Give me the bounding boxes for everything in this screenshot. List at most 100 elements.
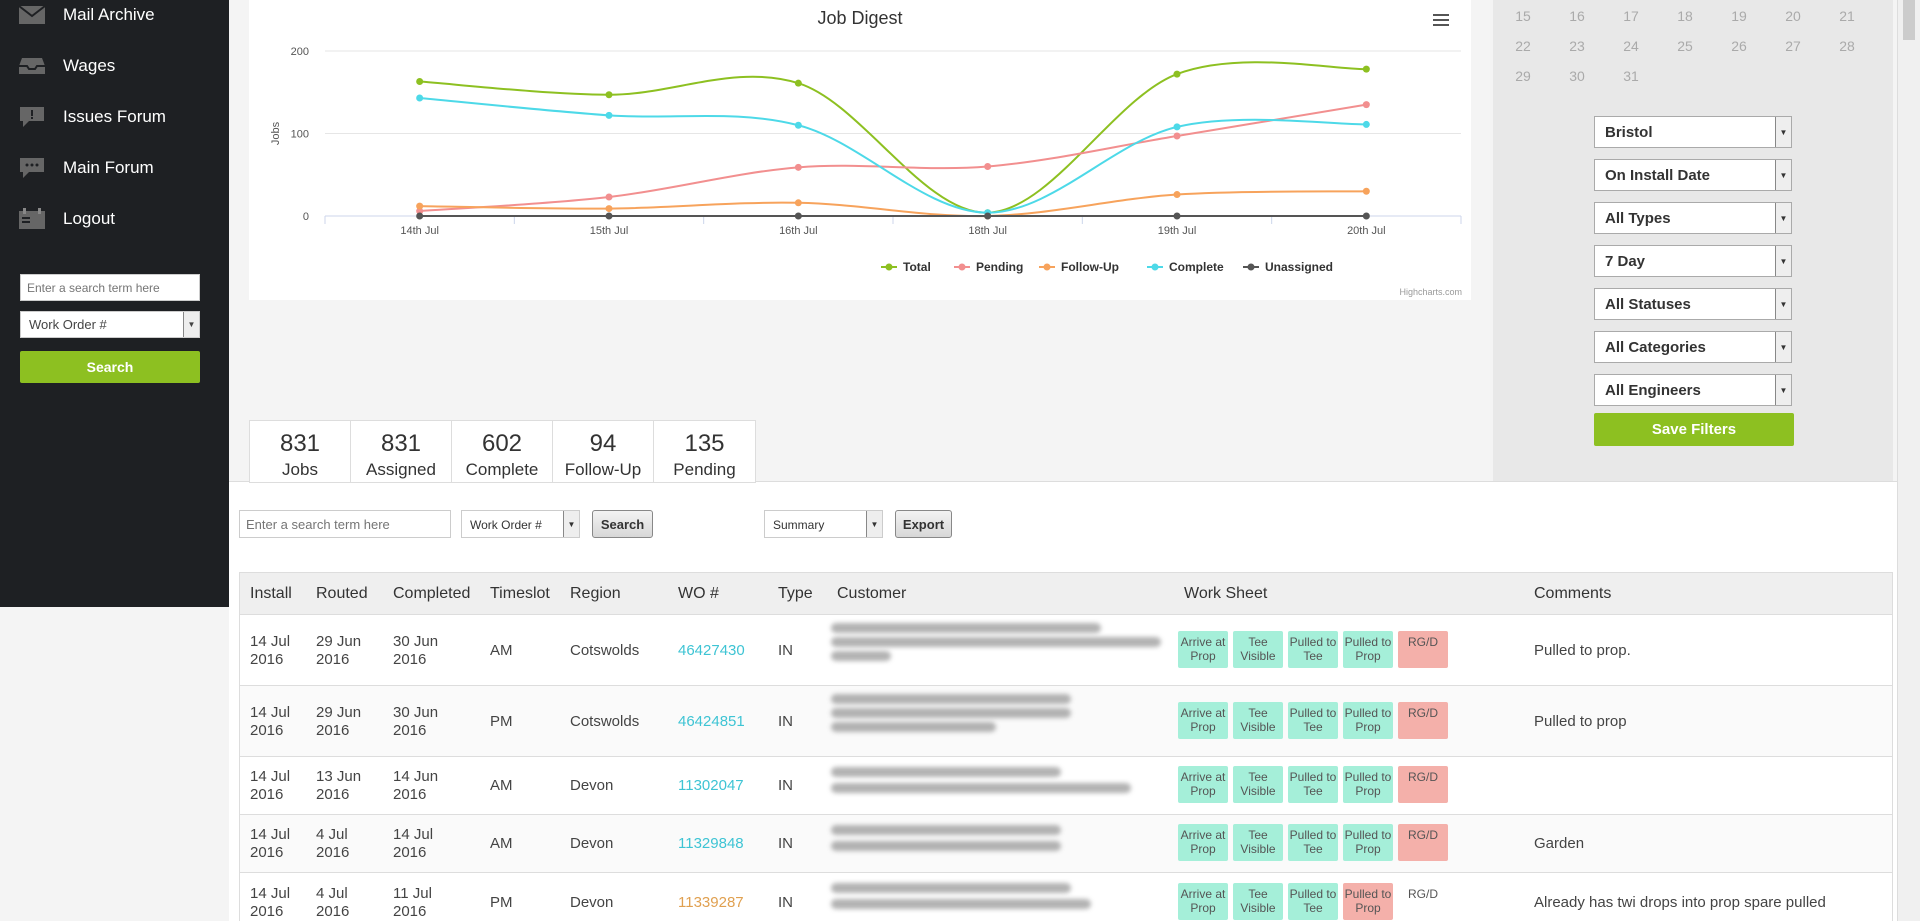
chevron-down-icon: ▼	[1775, 117, 1791, 147]
stat-follow-up[interactable]: 94 Follow-Up	[553, 421, 654, 482]
sidebar-item-mail-archive[interactable]: Mail Archive	[0, 0, 229, 35]
calendar-day[interactable]: 29	[1515, 68, 1531, 84]
view-select[interactable]: Summary ▼	[764, 510, 883, 538]
table-row[interactable]: 14 Jul 2016 13 Jun 2016 14 Jun 2016 AM Devon…	[240, 757, 1892, 815]
table-row[interactable]: 14 Jul 2016 4 Jul 2016 11 Jul 2016 PM Devon 1…	[240, 873, 1892, 921]
work-sheet-chip[interactable]: Pulled to Tee	[1288, 701, 1338, 739]
type-cell: IN	[778, 712, 793, 730]
calendar-day[interactable]: 17	[1623, 8, 1639, 24]
stat-pending[interactable]: 135 Pending	[654, 421, 755, 482]
table-field-select[interactable]: Work Order # ▼	[461, 510, 580, 538]
wo-link[interactable]: 11329848	[678, 835, 744, 852]
calendar-day[interactable]: 22	[1515, 38, 1531, 54]
calendar-day[interactable]: 31	[1623, 68, 1639, 84]
filter-select[interactable]: Bristol ▼	[1594, 116, 1792, 148]
export-button[interactable]: Export	[895, 510, 952, 538]
work-sheet-chip[interactable]: Arrive at Prop	[1178, 701, 1228, 739]
save-filters-button[interactable]: Save Filters	[1594, 413, 1794, 446]
work-sheet-chip[interactable]: Pulled to Prop	[1343, 824, 1393, 861]
wo-link[interactable]: 11339287	[678, 894, 744, 911]
work-sheet-chip[interactable]: Tee Visible	[1233, 766, 1283, 803]
customer-redacted	[831, 651, 891, 661]
calendar-day[interactable]: 24	[1623, 38, 1639, 54]
scrollbar-thumb[interactable]	[1903, 0, 1915, 40]
calendar-day[interactable]: 26	[1731, 38, 1747, 54]
wo-link[interactable]: 46424851	[678, 712, 745, 730]
filter-select-value: All Types	[1605, 210, 1671, 227]
sidebar-search-input[interactable]	[20, 274, 200, 301]
work-sheet-chip[interactable]: RG/D	[1398, 883, 1448, 920]
filter-select[interactable]: All Engineers ▼	[1594, 374, 1792, 406]
calendar-day[interactable]: 27	[1785, 38, 1801, 54]
calendar-day[interactable]: 18	[1677, 8, 1693, 24]
calendar-day[interactable]: 15	[1515, 8, 1531, 24]
calendar-day[interactable]: 16	[1569, 8, 1585, 24]
stat-jobs[interactable]: 831 Jobs	[250, 421, 351, 482]
calendar-day[interactable]: 25	[1677, 38, 1693, 54]
calendar-day[interactable]: 30	[1569, 68, 1585, 84]
work-sheet-chip[interactable]: Pulled to Tee	[1288, 766, 1338, 803]
column-header-type[interactable]: Type	[778, 585, 813, 602]
work-sheet-chip[interactable]: Pulled to Prop	[1343, 766, 1393, 803]
sidebar-item-wages[interactable]: Wages	[0, 46, 229, 86]
work-sheet-chip[interactable]: Arrive at Prop	[1178, 883, 1228, 920]
filter-select[interactable]: 7 Day ▼	[1594, 245, 1792, 277]
data-point	[794, 199, 802, 207]
work-sheet-chip[interactable]: Pulled to Prop	[1343, 630, 1393, 668]
column-header-install[interactable]: Install	[250, 585, 292, 602]
work-sheet-chip[interactable]: RG/D	[1398, 766, 1448, 803]
column-header-comments[interactable]: Comments	[1534, 585, 1612, 602]
calendar-day[interactable]: 23	[1569, 38, 1585, 54]
work-sheet-chip[interactable]: Tee Visible	[1233, 630, 1283, 668]
stat-complete[interactable]: 602 Complete	[452, 421, 553, 482]
table-search-input[interactable]	[239, 510, 451, 538]
work-sheet-chip[interactable]: Arrive at Prop	[1178, 766, 1228, 803]
table-row[interactable]: 14 Jul 2016 29 Jun 2016 30 Jun 2016 AM Cotsw…	[240, 615, 1892, 686]
filter-select[interactable]: All Categories ▼	[1594, 331, 1792, 363]
column-header-routed[interactable]: Routed	[316, 585, 368, 602]
column-header-region[interactable]: Region	[570, 585, 621, 602]
wo-link[interactable]: 11302047	[678, 777, 744, 794]
sidebar-item-issues-forum[interactable]: Issues Forum	[0, 97, 229, 137]
sidebar-item-logout[interactable]: Logout	[0, 199, 229, 239]
wo-link[interactable]: 46427430	[678, 641, 745, 659]
page-scrollbar[interactable]	[1897, 0, 1920, 921]
work-sheet-chip[interactable]: Pulled to Prop	[1343, 701, 1393, 739]
filter-select[interactable]: All Types ▼	[1594, 202, 1792, 234]
legend-marker	[885, 263, 893, 271]
calendar-day[interactable]: 19	[1731, 8, 1747, 24]
column-header-wo[interactable]: WO #	[678, 585, 719, 602]
work-sheet-chip[interactable]: Tee Visible	[1233, 824, 1283, 861]
sidebar-search-button[interactable]: Search	[20, 351, 200, 383]
filter-select[interactable]: All Statuses ▼	[1594, 288, 1792, 320]
calendar-day[interactable]: 28	[1839, 38, 1855, 54]
filter-select[interactable]: On Install Date ▼	[1594, 159, 1792, 191]
work-sheet-chip[interactable]: Pulled to Tee	[1288, 883, 1338, 920]
table-row[interactable]: 14 Jul 2016 4 Jul 2016 14 Jul 2016 AM Devon 1…	[240, 815, 1892, 873]
calendar-day[interactable]: 20	[1785, 8, 1801, 24]
type-cell: IN	[778, 641, 793, 659]
work-sheet-chip[interactable]: Pulled to Prop	[1343, 883, 1393, 920]
work-sheet-chip[interactable]: Pulled to Tee	[1288, 824, 1338, 861]
stat-value: 831	[279, 430, 321, 457]
series-line-total	[419, 61, 1367, 214]
stat-assigned[interactable]: 831 Assigned	[351, 421, 452, 482]
table-row[interactable]: 14 Jul 2016 29 Jun 2016 30 Jun 2016 PM Cotsw…	[240, 686, 1892, 757]
column-header-timeslot[interactable]: Timeslot	[490, 585, 550, 602]
work-sheet-chip[interactable]: Tee Visible	[1233, 701, 1283, 739]
work-sheet-chip[interactable]: Tee Visible	[1233, 883, 1283, 920]
work-sheet-chip[interactable]: Arrive at Prop	[1178, 824, 1228, 861]
work-sheet-chip[interactable]: RG/D	[1398, 824, 1448, 861]
column-header-work-sheet[interactable]: Work Sheet	[1184, 585, 1268, 602]
chart-menu-icon[interactable]	[1433, 14, 1449, 26]
column-header-customer[interactable]: Customer	[837, 585, 907, 602]
work-sheet-chip[interactable]: Arrive at Prop	[1178, 630, 1228, 668]
work-sheet-chip[interactable]: RG/D	[1398, 630, 1448, 668]
column-header-completed[interactable]: Completed	[393, 585, 471, 602]
work-sheet-chip[interactable]: Pulled to Tee	[1288, 630, 1338, 668]
sidebar-item-main-forum[interactable]: Main Forum	[0, 148, 229, 188]
table-search-button[interactable]: Search	[592, 510, 653, 538]
work-sheet-chip[interactable]: RG/D	[1398, 701, 1448, 739]
sidebar-field-select[interactable]: Work Order # ▼	[20, 311, 200, 338]
calendar-day[interactable]: 21	[1839, 8, 1855, 24]
